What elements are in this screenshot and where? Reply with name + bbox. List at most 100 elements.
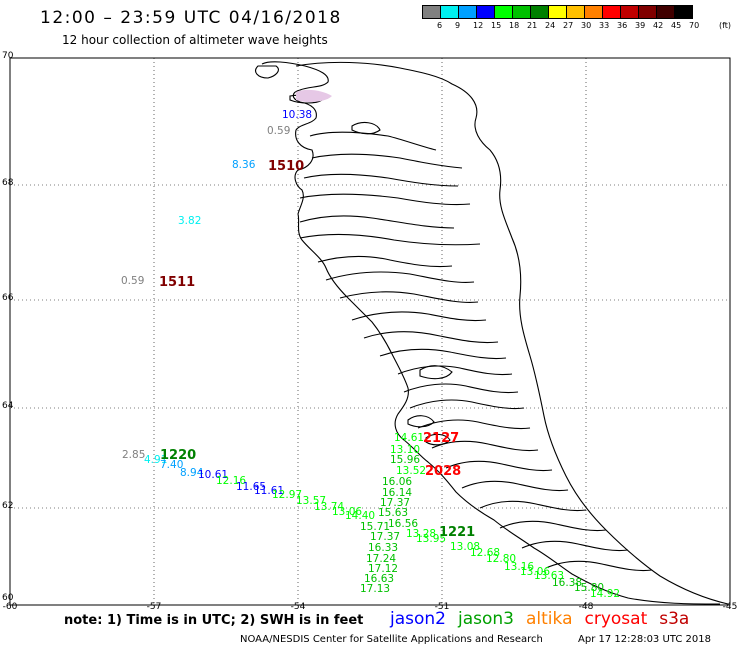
footer: NOAA/NESDIS Center for Satellite Applica… xyxy=(240,634,711,645)
scale-tick-label: 27 xyxy=(563,21,574,30)
swh-value-label: 12.80 xyxy=(486,553,516,565)
note-text: note: 1) Time is in UTC; 2) SWH is in fe… xyxy=(64,613,364,628)
swh-value-label: 17.37 xyxy=(380,497,410,509)
longitude-label: -51 xyxy=(435,602,450,612)
scale-tick-label: 30 xyxy=(581,21,592,30)
footer-credit: NOAA/NESDIS Center for Satellite Applica… xyxy=(240,634,543,645)
scale-unit-label: (ft) xyxy=(719,21,732,30)
swh-value-label: 13.63 xyxy=(534,570,564,582)
pass-time-label: 1510 xyxy=(268,159,304,174)
swh-value-label: 16.56 xyxy=(388,518,418,530)
swh-value-label: 7.40 xyxy=(160,459,183,471)
scale-tick-label: 33 xyxy=(599,21,610,30)
swh-value-label: 4.91 xyxy=(144,454,167,466)
pass-time-label: 1221 xyxy=(439,525,475,540)
swh-value-label: 15.63 xyxy=(378,507,408,519)
map-subtitle: 12 hour collection of altimeter wave hei… xyxy=(62,33,328,47)
swh-value-label: 17.13 xyxy=(360,583,390,595)
swh-value-label: 17.37 xyxy=(370,531,400,543)
latitude-label: 66 xyxy=(2,293,14,303)
swh-value-label: 11.61 xyxy=(254,485,284,497)
mission-legend: jason2 jason3 altika cryosat s3a xyxy=(390,609,701,629)
swh-value-label: 16.33 xyxy=(368,542,398,554)
longitude-label: -45 xyxy=(723,602,738,612)
swh-value-label: 13.28 xyxy=(406,528,436,540)
swh-value-label: 16.06 xyxy=(382,476,412,488)
longitude-label: -48 xyxy=(579,602,594,612)
swh-value-label: 0.59 xyxy=(267,125,290,137)
latitude-labels: 70 68 66 64 62 60 xyxy=(2,51,14,603)
swh-value-label: 13.52 xyxy=(396,465,426,477)
swh-value-label: 10.61 xyxy=(198,469,228,481)
swh-value-label: 0.59 xyxy=(121,275,144,287)
swh-value-label: 14.40 xyxy=(345,510,375,522)
pass-time-label: 1511 xyxy=(159,275,195,290)
swh-value-label: 16.38 xyxy=(552,577,582,589)
mission-label: altika xyxy=(526,609,573,629)
swh-value-label: 11.65 xyxy=(236,481,266,493)
swh-value-label: 8.94 xyxy=(180,467,204,479)
longitude-label: -57 xyxy=(147,602,162,612)
map-title: 12:00 – 23:59 UTC 04/16/2018 xyxy=(40,8,342,28)
swh-value-label: 15.96 xyxy=(390,454,420,466)
scale-swatch xyxy=(674,5,693,19)
swh-value-label: 13.16 xyxy=(504,561,534,573)
map-frame xyxy=(9,57,731,606)
mission-label: jason2 xyxy=(390,609,446,629)
swh-value-label: 13.57 xyxy=(296,495,326,507)
swh-value-label: 8.36 xyxy=(232,159,256,171)
scale-tick-label: 21 xyxy=(527,21,538,30)
latitude-label: 60 xyxy=(2,593,14,603)
greenland-coastline xyxy=(255,61,729,605)
color-scale-legend: 6 9 12 15 18 21 24 27 30 33 36 39 42 45 70 xyxy=(422,5,699,33)
swh-value-label: 13.74 xyxy=(314,501,344,513)
swh-value-label: 16.14 xyxy=(382,487,412,499)
ice-patch xyxy=(296,89,332,103)
swh-value-label: 14.92 xyxy=(590,588,620,600)
swh-value-label: 15.71 xyxy=(360,521,390,533)
latitude-label: 70 xyxy=(2,51,14,61)
latitude-label: 64 xyxy=(2,401,14,411)
graticule xyxy=(10,58,730,605)
scale-tick-label: 36 xyxy=(617,21,628,30)
swh-value-label: 14.61 xyxy=(394,432,424,444)
longitude-label: -60 xyxy=(3,602,18,612)
longitude-labels: -60 -57 -54 -51 -48 -45 xyxy=(3,602,738,612)
pass-time-label: 1220 xyxy=(160,448,196,463)
longitude-label: -54 xyxy=(291,602,306,612)
swh-value-label: 12.16 xyxy=(216,475,246,487)
mission-label: cryosat xyxy=(584,609,648,629)
wave-height-labels: 10.38 0.59 8.36 3.82 0.59 2.854.917.408.9410.… xyxy=(121,109,620,600)
scale-tick-label: 18 xyxy=(509,21,520,30)
scale-tick-label: 42 xyxy=(653,21,664,30)
scale-tick-label: 9 xyxy=(455,21,461,30)
scale-tick-label: 39 xyxy=(635,21,646,30)
pass-time-labels: 1510 1511 1220 2127 2028 1221 xyxy=(159,159,475,540)
mission-label: jason3 xyxy=(458,609,514,629)
scale-tick-label: 15 xyxy=(491,21,502,30)
swh-value-label: 13.06 xyxy=(520,566,550,578)
swh-value-label: 13.95 xyxy=(416,533,446,545)
swh-value-label: 10.38 xyxy=(282,109,312,121)
scale-tick-label: 24 xyxy=(545,21,556,30)
scale-tick-label: 45 xyxy=(671,21,682,30)
swh-value-label: 12.68 xyxy=(470,547,500,559)
footer-timestamp: Apr 17 12:28:03 UTC 2018 xyxy=(578,634,711,645)
mission-label: s3a xyxy=(659,609,690,629)
swh-value-label: 15.80 xyxy=(574,582,604,594)
swh-value-label: 13.06 xyxy=(332,506,362,518)
scale-tick-label: 70 xyxy=(689,21,700,30)
swh-value-label: 17.24 xyxy=(366,553,396,565)
swh-value-label: 2.85 xyxy=(122,449,145,461)
scale-tick-label: 12 xyxy=(473,21,484,30)
swh-value-label: 3.82 xyxy=(178,215,201,227)
pass-time-label: 2127 xyxy=(423,431,459,446)
swh-value-label: 17.12 xyxy=(368,563,398,575)
swh-value-label: 12.97 xyxy=(272,489,302,501)
swh-value-label: 16.63 xyxy=(364,573,394,585)
latitude-label: 68 xyxy=(2,178,14,188)
swh-value-label: 13.10 xyxy=(390,444,420,456)
scale-tick-label: 6 xyxy=(437,21,443,30)
swh-value-label: 13.08 xyxy=(450,541,480,553)
